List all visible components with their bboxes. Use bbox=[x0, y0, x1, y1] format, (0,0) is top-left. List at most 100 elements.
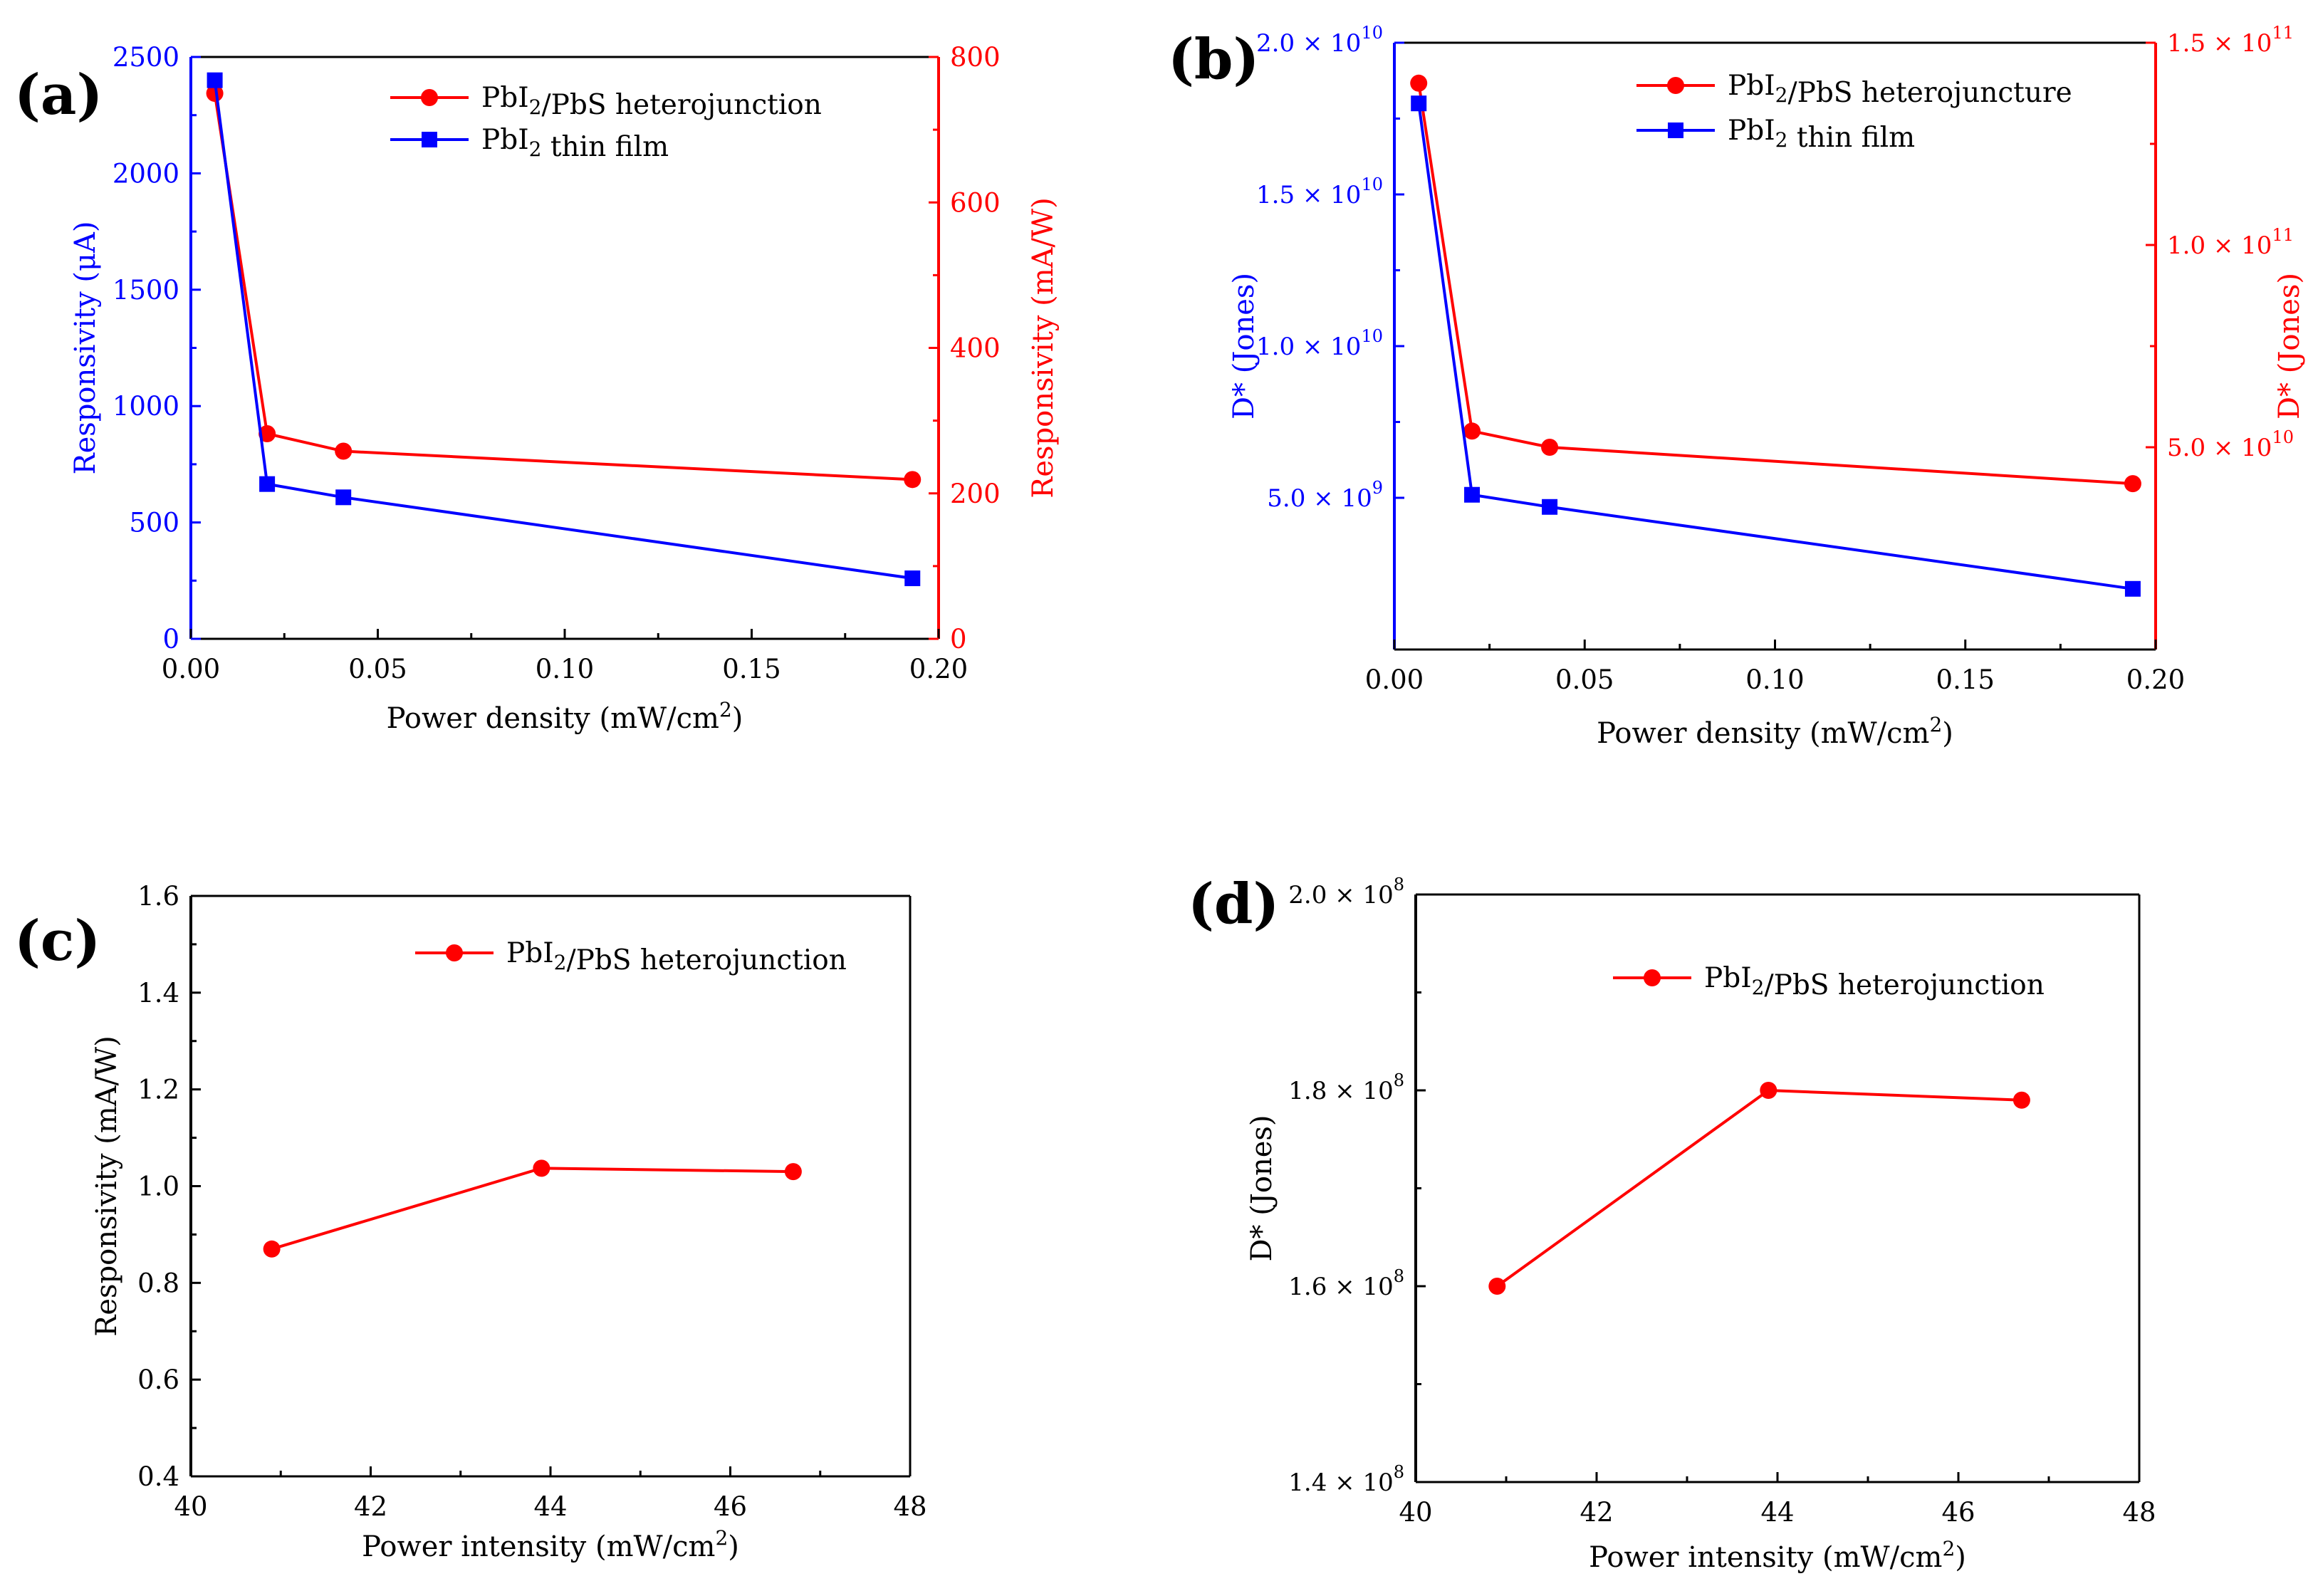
right-y-tick-label: 5.0 × 1010 bbox=[2167, 427, 2294, 462]
series-line bbox=[213, 93, 913, 481]
legend-entry: PbI2/PbS heterojunction bbox=[1613, 962, 2045, 1001]
legend-marker bbox=[446, 944, 463, 961]
data-point bbox=[1542, 499, 1558, 515]
right-y-tick-label: 0 bbox=[950, 624, 967, 654]
x-tick-label: 40 bbox=[1399, 1497, 1432, 1528]
data-point bbox=[533, 1159, 550, 1177]
x-tick-label: 42 bbox=[1580, 1497, 1613, 1528]
legend-marker bbox=[1644, 969, 1661, 986]
x-tick-label: 44 bbox=[533, 1491, 567, 1522]
legend-label: PbI2/PbS heterojunction bbox=[1704, 962, 2045, 1001]
left-y-tick-label: 5.0 × 109 bbox=[1267, 478, 1383, 513]
series-line bbox=[213, 80, 913, 580]
legend-label: PbI2 thin film bbox=[1728, 115, 1915, 154]
data-point bbox=[2124, 580, 2141, 597]
series-thin-film bbox=[1411, 95, 2141, 597]
data-point bbox=[1464, 486, 1481, 503]
left-y-tick-label: 2.0 × 1010 bbox=[1256, 23, 1383, 58]
data-point bbox=[1541, 439, 1559, 456]
data-point bbox=[784, 1163, 802, 1181]
left-y-axis-title: D* (Jones) bbox=[1246, 1115, 1278, 1261]
x-tick-label: 0.00 bbox=[1365, 664, 1424, 695]
legend-marker bbox=[1667, 77, 1684, 94]
legend-entry: PbI2 thin film bbox=[390, 124, 669, 163]
x-tick-label: 0.00 bbox=[162, 654, 220, 684]
panel-label: (a) bbox=[14, 63, 103, 127]
left-y-tick-label: 1.2 bbox=[137, 1075, 179, 1105]
x-axis-title: Power intensity (mW/cm2) bbox=[362, 1526, 739, 1563]
left-y-axis-title: Responsivity (mA/W) bbox=[90, 1036, 123, 1336]
legend-label: PbI2/PbS heterojunction bbox=[506, 937, 847, 976]
right-y-axis-title: Responsivity (mA/W) bbox=[1027, 197, 1060, 498]
x-axis-title: Power intensity (mW/cm2) bbox=[1589, 1537, 1966, 1574]
right-y-tick-label: 200 bbox=[950, 479, 1001, 509]
series-line bbox=[1417, 83, 2134, 486]
left-y-tick-label: 1.6 bbox=[137, 881, 179, 912]
left-y-tick-label: 1.6 × 108 bbox=[1288, 1266, 1404, 1301]
chart-panel-a: (a) 0.00 0.05 0.10 0.15 0.20 Power density (mW… bbox=[14, 42, 1060, 735]
x-tick-label: 0.15 bbox=[1936, 664, 1995, 695]
data-point bbox=[206, 85, 224, 103]
data-point bbox=[335, 489, 352, 506]
legend-entry: PbI2 thin film bbox=[1636, 115, 1915, 154]
x-axis-title: Power density (mW/cm2) bbox=[1597, 713, 1953, 750]
panel-label: (c) bbox=[14, 909, 100, 974]
x-tick-label: 0.20 bbox=[909, 654, 968, 684]
left-y-tick-label: 1.0 bbox=[137, 1172, 179, 1202]
series-heterojunction bbox=[263, 1159, 802, 1258]
data-point bbox=[904, 471, 922, 489]
data-point bbox=[259, 425, 276, 443]
series-line bbox=[1496, 1088, 2022, 1288]
left-y-tick-label: 0 bbox=[162, 624, 179, 654]
right-y-tick-label: 1.5 × 1011 bbox=[2167, 23, 2294, 58]
chart-panel-d: (d) 40 42 44 46 48 Power intensity (mW/cm2) 1.4… bbox=[1188, 872, 2156, 1574]
right-y-axis-title: D* (Jones) bbox=[2273, 273, 2306, 419]
data-point bbox=[207, 72, 223, 88]
legend-entry: PbI2/PbS heterojunction bbox=[415, 937, 847, 976]
legend-entry: PbI2/PbS heterojunction bbox=[390, 82, 822, 121]
data-point bbox=[1410, 74, 1428, 92]
x-tick-label: 48 bbox=[893, 1491, 926, 1522]
series-line bbox=[271, 1167, 793, 1251]
chart-panel-b: (b) 0.00 0.05 0.10 0.15 0.20 Power density (mW… bbox=[1168, 23, 2306, 750]
right-y-tick-label: 800 bbox=[950, 42, 1001, 73]
right-y-tick-label: 600 bbox=[950, 187, 1001, 218]
panel-label: (d) bbox=[1188, 872, 1279, 937]
x-tick-label: 0.05 bbox=[1555, 664, 1614, 695]
data-point bbox=[263, 1240, 281, 1258]
left-y-tick-label: 2000 bbox=[113, 158, 179, 189]
series-heterojunction bbox=[206, 85, 922, 489]
data-point bbox=[2124, 475, 2141, 493]
data-point bbox=[904, 570, 921, 587]
legend-label: PbI2 thin film bbox=[481, 124, 669, 163]
left-y-axis-title: Responsivity (μA) bbox=[69, 221, 102, 475]
data-point bbox=[335, 442, 353, 460]
legend-label: PbI2/PbS heterojuncture bbox=[1728, 70, 2072, 109]
x-tick-label: 40 bbox=[174, 1491, 207, 1522]
data-point bbox=[1760, 1082, 1777, 1099]
x-tick-label: 0.10 bbox=[536, 654, 594, 684]
left-y-tick-label: 1.4 bbox=[137, 978, 179, 1008]
left-y-tick-label: 2.0 × 108 bbox=[1288, 875, 1404, 909]
legend-marker bbox=[421, 89, 438, 106]
legend-marker bbox=[422, 132, 437, 147]
series-line bbox=[1417, 103, 2134, 590]
data-point bbox=[259, 476, 276, 492]
data-point bbox=[1411, 95, 1427, 112]
x-tick-label: 46 bbox=[714, 1491, 747, 1522]
x-tick-label: 0.20 bbox=[2126, 664, 2185, 695]
x-tick-label: 0.05 bbox=[348, 654, 407, 684]
x-tick-label: 46 bbox=[1941, 1497, 1975, 1528]
data-point bbox=[1463, 422, 1481, 440]
x-tick-label: 44 bbox=[1760, 1497, 1794, 1528]
left-y-tick-label: 1500 bbox=[113, 275, 179, 306]
left-y-tick-label: 0.6 bbox=[137, 1365, 179, 1395]
right-y-tick-label: 400 bbox=[950, 333, 1001, 364]
left-y-tick-label: 1000 bbox=[113, 391, 179, 422]
left-y-axis-title: D* (Jones) bbox=[1228, 273, 1260, 419]
left-y-tick-label: 1.8 × 108 bbox=[1288, 1070, 1404, 1105]
series-heterojunction bbox=[1410, 74, 2141, 493]
left-y-tick-label: 1.5 × 1010 bbox=[1256, 174, 1383, 209]
left-y-tick-label: 1.0 × 1010 bbox=[1256, 326, 1383, 361]
